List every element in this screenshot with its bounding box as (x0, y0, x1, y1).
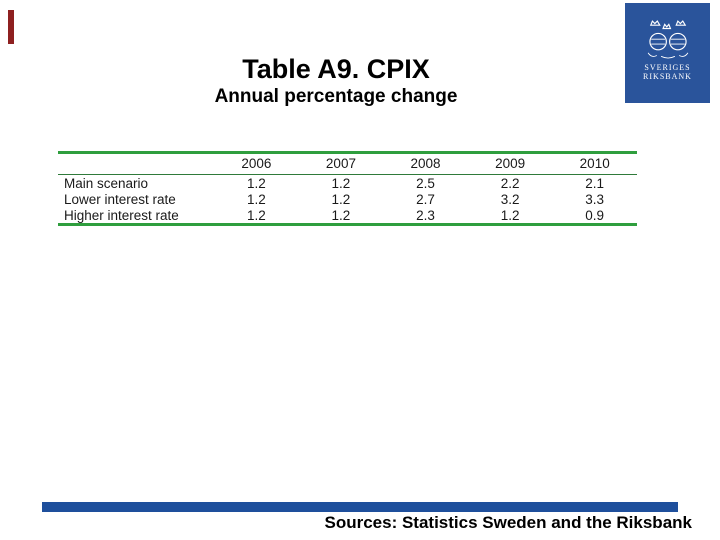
year-header: 2007 (298, 152, 384, 175)
table-header-row: 2006 2007 2008 2009 2010 (58, 152, 637, 175)
table-cell: 2.7 (416, 191, 435, 207)
table-cell: 1.2 (500, 207, 520, 223)
table-cell: 2.3 (416, 207, 435, 223)
data-table: 2006 2007 2008 2009 2010 Main scenario 1.2 1.2… (58, 151, 637, 226)
row-label-header (58, 152, 215, 175)
red-accent-bar (8, 10, 14, 44)
table-row: Main scenario 1.2 1.2 2.5 2.2 2.1 (58, 175, 637, 192)
table-cell: 1.2 (246, 191, 266, 207)
table-body: Main scenario 1.2 1.2 2.5 2.2 2.1 Lower intere… (58, 175, 637, 225)
table-cell: 0.9 (585, 207, 605, 223)
row-label: Higher interest rate (64, 207, 179, 223)
footer-blue-bar (42, 502, 678, 512)
table-row: Higher interest rate 1.2 1.2 2.3 1.2 0.9 (58, 207, 637, 225)
table-cell: 3.2 (500, 191, 520, 207)
table-cell: 2.2 (500, 175, 520, 191)
table-cell: 1.2 (331, 207, 351, 223)
year-header: 2009 (467, 152, 553, 175)
riksbank-emblem-icon (647, 20, 688, 59)
logo-text-line2: RIKSBANK (643, 72, 692, 82)
riksbank-logo: SVERIGES RIKSBANK (625, 3, 710, 103)
table-cell: 2.1 (585, 175, 605, 191)
table-cell: 1.2 (246, 207, 266, 223)
year-header: 2008 (383, 152, 468, 175)
page-subtitle: Annual percentage change (214, 86, 458, 108)
year-header: 2006 (214, 152, 299, 175)
year-header: 2010 (552, 152, 637, 175)
source-note: Sources: Statistics Sweden and the Riksb… (324, 513, 692, 532)
row-label: Lower interest rate (64, 191, 176, 207)
table-head: 2006 2007 2008 2009 2010 (58, 152, 637, 175)
table-cell: 1.2 (331, 175, 351, 191)
table-cell: 2.5 (416, 175, 435, 191)
table-cell: 1.2 (246, 175, 266, 191)
logo-text-line1: SVERIGES (644, 63, 691, 72)
heading-block: Table A9. CPIX Annual percentage change (0, 55, 672, 108)
table-cell: 1.2 (331, 191, 351, 207)
table-cell: 3.3 (585, 191, 605, 207)
row-label: Main scenario (64, 175, 149, 191)
table-row: Lower interest rate 1.2 1.2 2.7 3.2 3.3 (58, 191, 637, 207)
page-title: Table A9. CPIX (242, 54, 430, 84)
